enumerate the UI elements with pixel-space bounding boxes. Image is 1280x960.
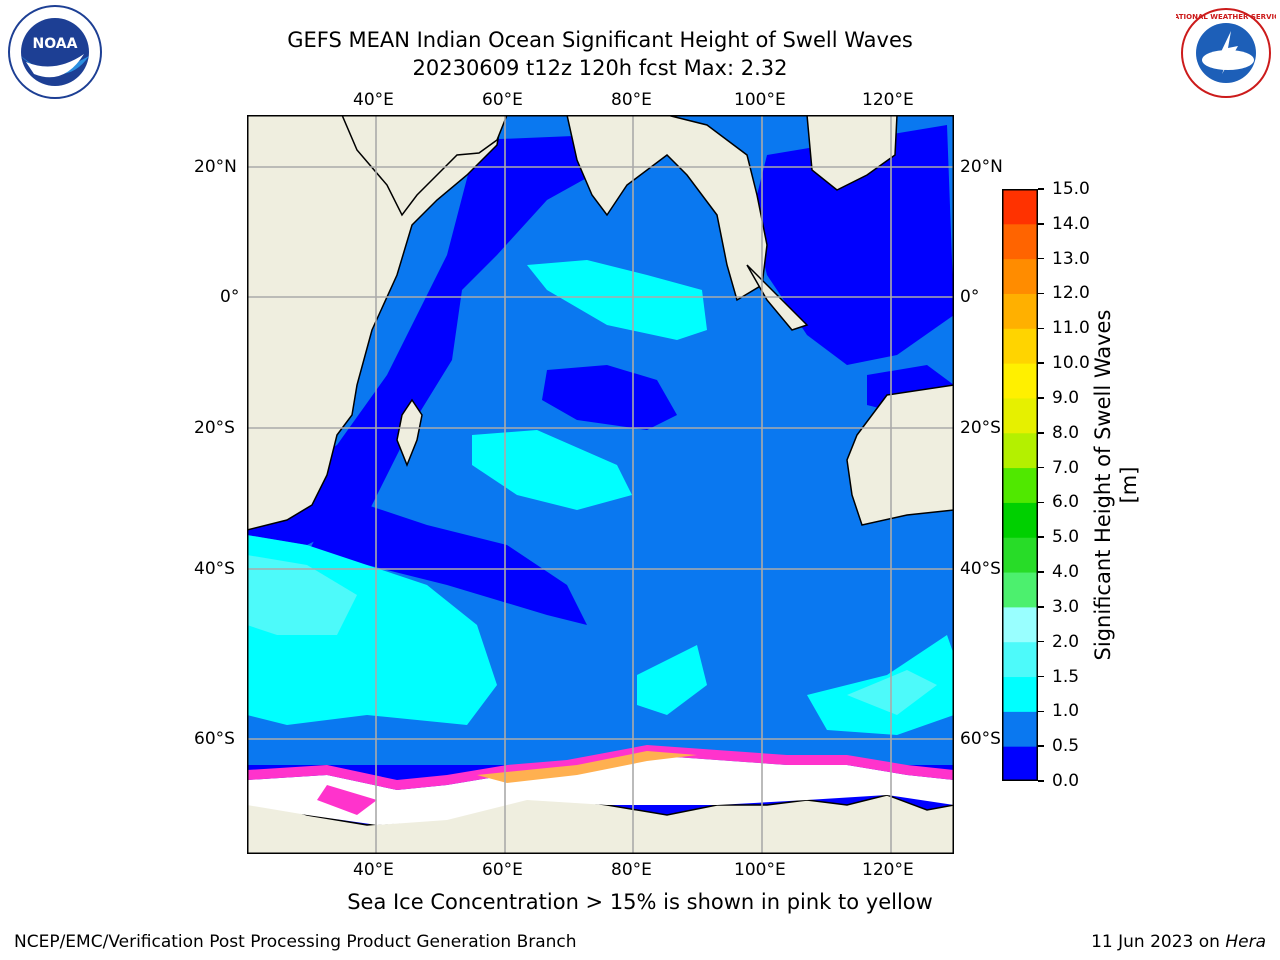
colorbar-tick-label: 5.0 xyxy=(1052,527,1080,548)
footer-host: Hera xyxy=(1225,932,1266,952)
colorbar-segment xyxy=(1002,432,1038,469)
colorbar-segment xyxy=(1002,641,1038,678)
colorbar-tick-mark xyxy=(1038,606,1044,608)
colorbar-segment xyxy=(1002,258,1038,294)
colorbar-tick-mark xyxy=(1038,327,1044,330)
colorbar-tick-label: 2.0 xyxy=(1052,631,1080,652)
lat-label-left: 20°S xyxy=(194,418,235,438)
colorbar-tick-mark xyxy=(1038,292,1044,295)
landmass xyxy=(247,115,954,854)
noaa-logo: NOAA xyxy=(8,5,102,99)
sea-ice-note: Sea Ice Concentration > 15% is shown in … xyxy=(347,890,933,914)
colorbar-segment xyxy=(1002,363,1038,399)
lat-label-right: 60°S xyxy=(960,729,1001,749)
lon-label-top: 120°E xyxy=(862,90,914,110)
colorbar-segment xyxy=(1002,537,1038,573)
colorbar-tick-mark xyxy=(1038,466,1044,469)
colorbar-tick-mark xyxy=(1038,536,1044,538)
colorbar-tick-mark xyxy=(1038,675,1044,678)
colorbar-tick-mark xyxy=(1038,745,1044,747)
colorbar-segment xyxy=(1002,293,1038,329)
graticule xyxy=(247,115,954,854)
colorbar-tick-mark xyxy=(1038,397,1044,399)
colorbar-tick-label: 8.0 xyxy=(1052,422,1080,443)
nws-logo: NATIONAL WEATHER SERVICE xyxy=(1176,8,1276,98)
lon-label-top: 40°E xyxy=(353,90,394,110)
colorbar-tick-mark xyxy=(1038,432,1044,434)
lon-label-top: 100°E xyxy=(734,90,786,110)
colorbar-frame xyxy=(1002,189,1038,781)
colorbar-tick-mark xyxy=(1038,257,1044,260)
map-frame xyxy=(247,115,954,854)
colorbar-segment xyxy=(1002,572,1038,608)
colorbar-segment xyxy=(1002,502,1038,538)
lat-label-right: 20°N xyxy=(960,157,1003,177)
svg-text:NATIONAL WEATHER SERVICE: NATIONAL WEATHER SERVICE xyxy=(1176,13,1276,21)
colorbar-tick-label: 0.0 xyxy=(1052,771,1080,791)
colorbar-tick-label: 11.0 xyxy=(1052,318,1090,339)
lon-label-bottom: 80°E xyxy=(611,860,652,880)
lon-label-bottom: 40°E xyxy=(353,860,394,880)
lat-label-right: 40°S xyxy=(960,559,1001,579)
colorbar-segment xyxy=(1002,397,1038,434)
lon-label-bottom: 120°E xyxy=(862,860,914,880)
swell-band-high xyxy=(247,555,937,715)
colorbar-tick-label: 13.0 xyxy=(1052,248,1090,269)
colorbar-tick-label: 6.0 xyxy=(1052,492,1080,513)
colorbar-tick-label: 3.0 xyxy=(1052,596,1080,617)
colorbar-segment xyxy=(1002,746,1038,781)
lat-label-right: 20°S xyxy=(960,418,1001,438)
colorbar-segment xyxy=(1002,189,1038,225)
lon-label-top: 60°E xyxy=(482,90,523,110)
colorbar-tick-label: 4.0 xyxy=(1052,562,1080,583)
lon-label-bottom: 60°E xyxy=(482,860,523,880)
colorbar-tick-label: 10.0 xyxy=(1052,353,1090,374)
lat-label-left: 20°N xyxy=(194,157,237,177)
lat-label-left: 40°S xyxy=(194,559,235,579)
colorbar-tick-mark xyxy=(1038,362,1044,364)
colorbar xyxy=(1002,189,1038,781)
colorbar-tick-label: 1.0 xyxy=(1052,701,1080,722)
noaa-logo-text: NOAA xyxy=(33,36,78,52)
colorbar-tick-label: 12.0 xyxy=(1052,283,1090,304)
lat-label-left: 0° xyxy=(220,287,240,307)
colorbar-tick-label: 7.0 xyxy=(1052,457,1080,478)
chart-title: GEFS MEAN Indian Ocean Significant Heigh… xyxy=(287,28,913,52)
footer-date: 11 Jun 2023 on Hera xyxy=(1091,932,1266,952)
colorbar-tick-mark xyxy=(1038,710,1044,713)
lat-label-right: 0° xyxy=(960,287,980,307)
colorbar-tick-mark xyxy=(1038,223,1044,225)
footer-date-text: 11 Jun 2023 on xyxy=(1091,932,1226,952)
colorbar-tick-mark xyxy=(1038,571,1044,573)
colorbar-segment xyxy=(1002,676,1038,712)
sea-ice xyxy=(247,745,954,825)
colorbar-segment xyxy=(1002,467,1038,503)
lon-label-bottom: 100°E xyxy=(734,860,786,880)
map xyxy=(247,115,954,854)
colorbar-tick-mark xyxy=(1038,780,1044,782)
colorbar-tick-label: 1.5 xyxy=(1052,666,1080,687)
colorbar-segment xyxy=(1002,223,1038,260)
colorbar-segment xyxy=(1002,328,1038,364)
colorbar-segment xyxy=(1002,711,1038,747)
colorbar-segment xyxy=(1002,606,1038,643)
colorbar-tick-label: 0.5 xyxy=(1052,736,1080,757)
colorbar-tick-label: 9.0 xyxy=(1052,387,1080,408)
colorbar-tick-label: 15.0 xyxy=(1052,179,1090,199)
lon-label-top: 80°E xyxy=(611,90,652,110)
colorbar-tick-label: 14.0 xyxy=(1052,213,1090,234)
footer-credit: NCEP/EMC/Verification Post Processing Pr… xyxy=(14,932,577,952)
colorbar-tick-mark xyxy=(1038,640,1044,643)
chart-subtitle: 20230609 t12z 120h fcst Max: 2.32 xyxy=(412,56,788,80)
colorbar-tick-mark xyxy=(1038,501,1044,504)
lat-label-left: 60°S xyxy=(194,729,235,749)
colorbar-tick-mark xyxy=(1038,188,1044,190)
